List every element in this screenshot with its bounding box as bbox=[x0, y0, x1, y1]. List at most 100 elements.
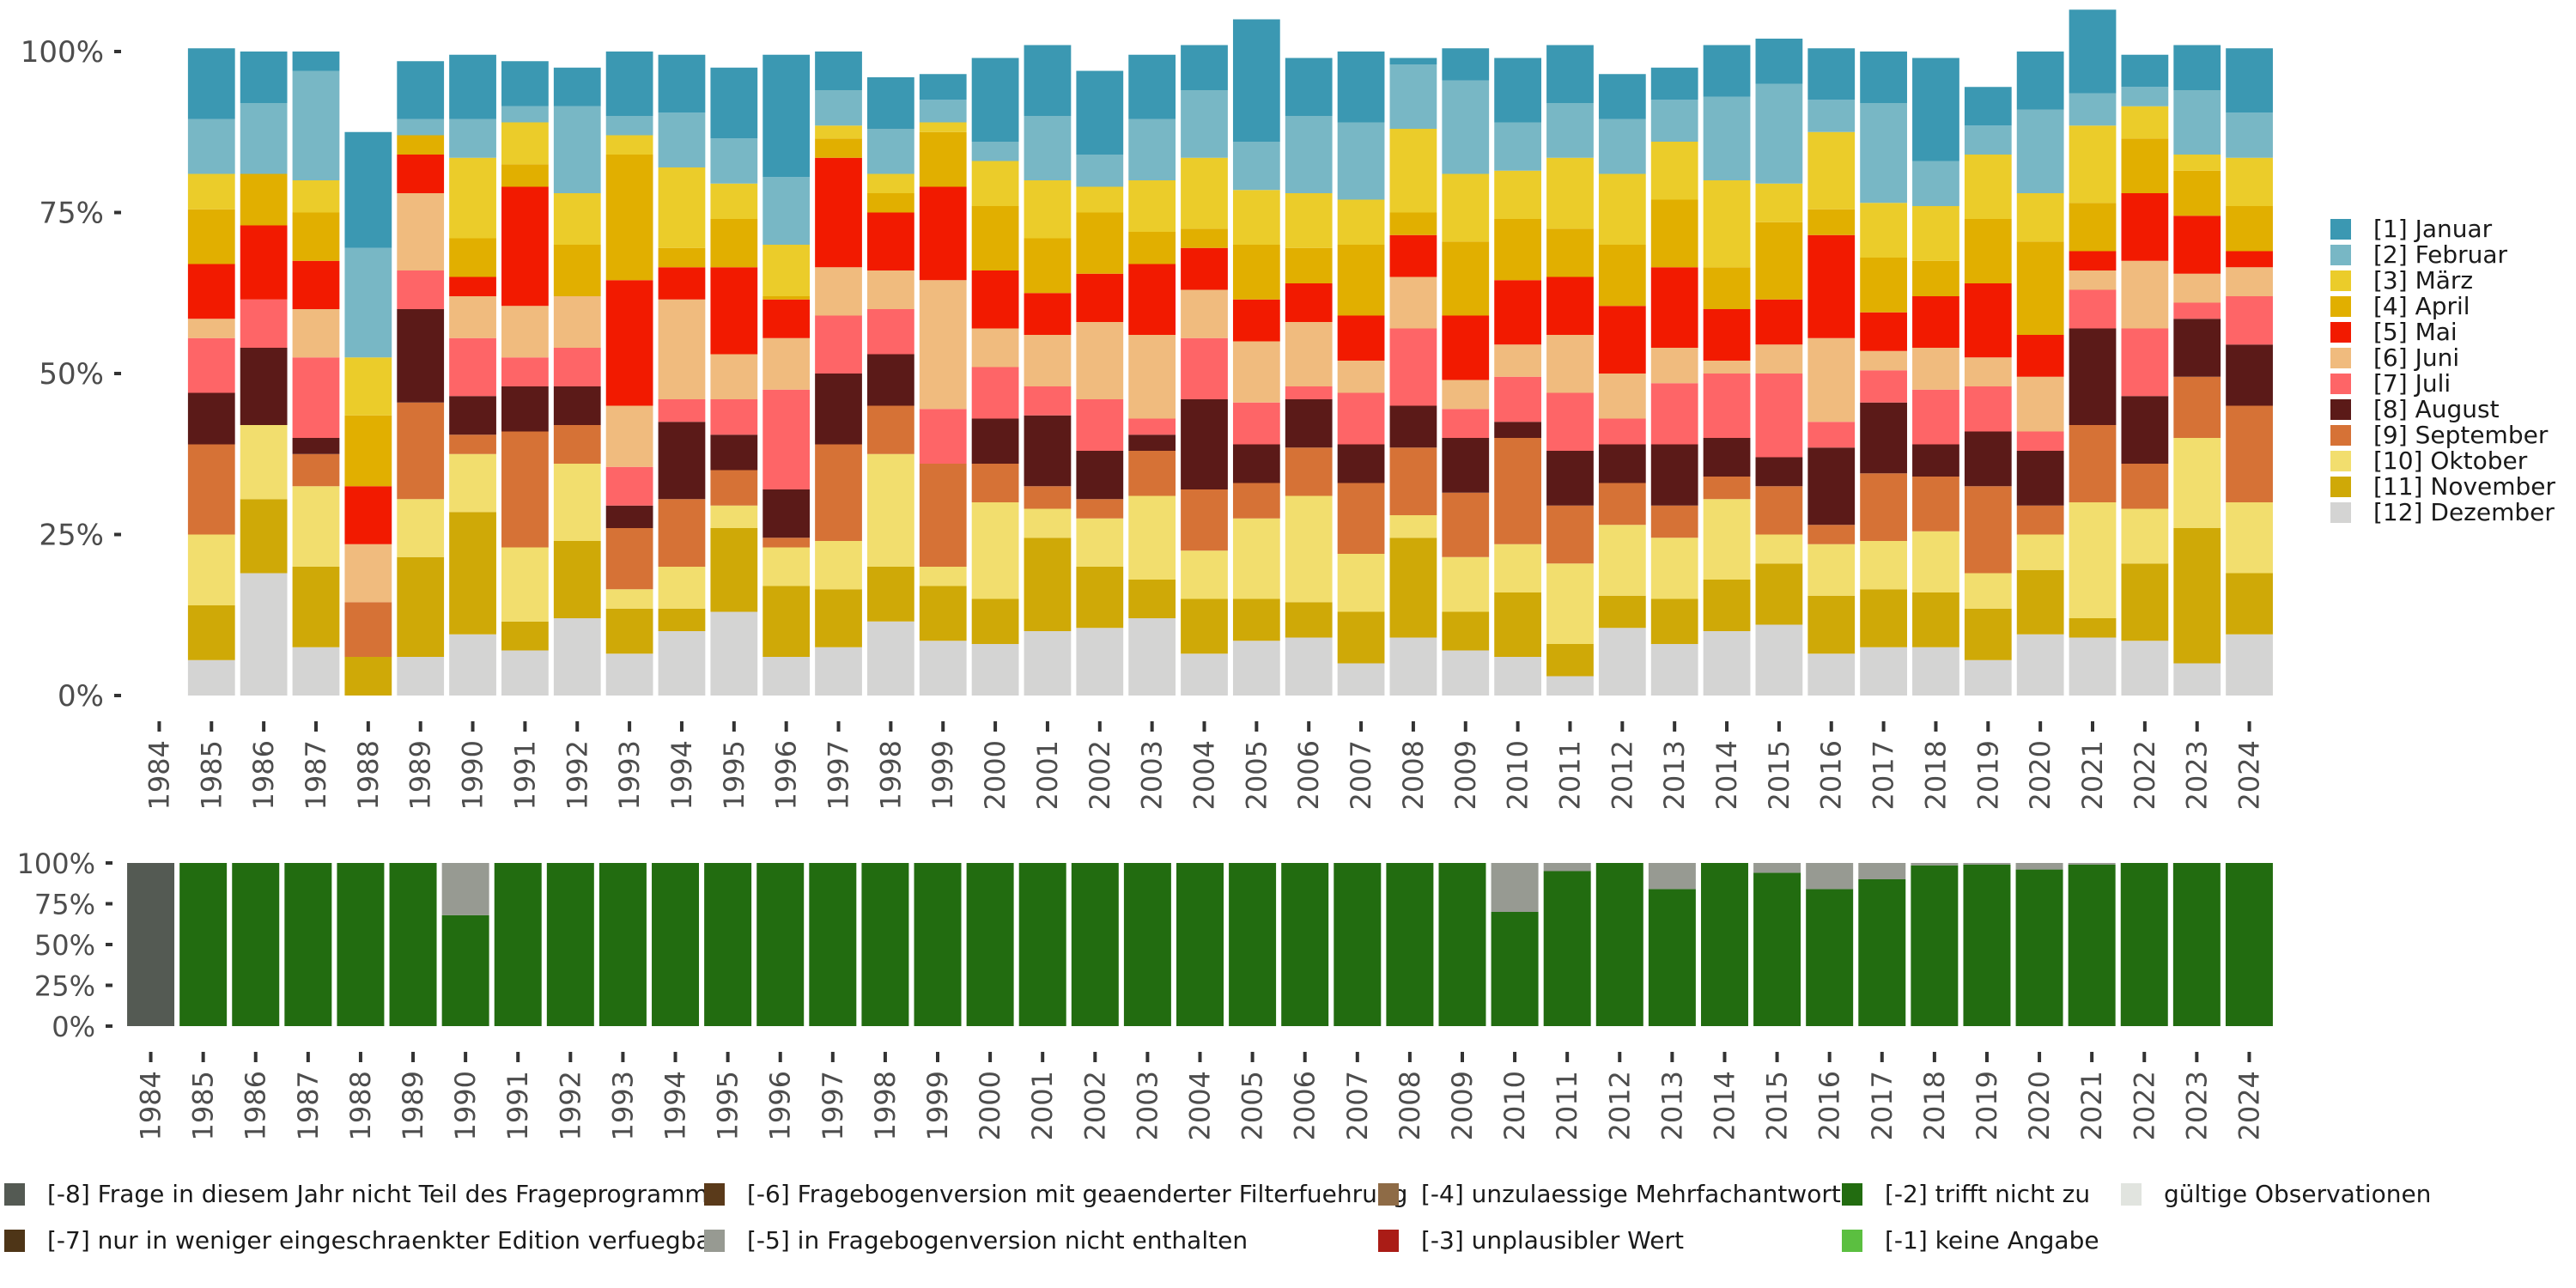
top-bar-segment bbox=[397, 499, 445, 557]
top-bar-segment bbox=[1546, 45, 1594, 103]
bottom-x-tick-label: 1996 bbox=[764, 1071, 797, 1140]
top-bar-segment bbox=[1181, 289, 1228, 338]
bottom-x-tick-label: 2021 bbox=[2075, 1071, 2108, 1140]
bottom-x-tick-label: 2024 bbox=[2233, 1071, 2265, 1140]
top-bar-segment bbox=[1650, 598, 1698, 644]
top-bar-segment bbox=[866, 212, 914, 270]
top-bar-segment bbox=[344, 131, 392, 248]
bottom-x-tick-label: 2001 bbox=[1026, 1071, 1059, 1140]
top-bar-segment bbox=[710, 138, 758, 184]
top-x-tick-label: 2002 bbox=[1084, 740, 1116, 810]
top-bar-segment bbox=[1598, 306, 1646, 374]
top-bar-segment bbox=[2121, 641, 2169, 696]
top-bar-segment bbox=[658, 299, 706, 399]
top-bar-segment bbox=[1442, 650, 1490, 696]
top-bar-segment bbox=[1807, 131, 1856, 210]
top-bar-segment bbox=[2121, 508, 2169, 564]
top-bar-segment bbox=[2226, 251, 2273, 268]
top-x-tick-label: 2005 bbox=[1240, 740, 1273, 810]
top-bar-segment bbox=[449, 296, 496, 338]
top-bar-segment bbox=[1076, 70, 1124, 155]
bottom-bar-segment bbox=[179, 863, 228, 1026]
bottom-x-tick-label: 2017 bbox=[1866, 1071, 1899, 1140]
top-bar-segment bbox=[762, 337, 811, 390]
bottom-bar-segment bbox=[1229, 863, 1277, 1026]
bottom-x-tick-label: 2005 bbox=[1236, 1071, 1269, 1140]
top-bar-segment bbox=[605, 653, 653, 696]
top-bar-segment bbox=[2173, 155, 2221, 171]
top-bar-segment bbox=[2226, 634, 2273, 696]
bottom-bar-segment bbox=[1963, 864, 2011, 1026]
top-bar-segment bbox=[187, 337, 235, 393]
top-bar-segment bbox=[397, 118, 445, 136]
legend-label: gültige Observationen bbox=[2164, 1180, 2431, 1208]
bottom-bar-segment bbox=[441, 863, 489, 915]
top-bar-segment bbox=[1860, 52, 1907, 103]
top-bar-segment bbox=[815, 315, 862, 374]
bottom-x-tick-label: 1993 bbox=[606, 1071, 639, 1140]
top-bar-segment bbox=[1650, 538, 1698, 599]
missing-codes-legend: [-8] Frage in diesem Jahr nicht Teil des… bbox=[4, 1180, 2431, 1255]
top-bar-segment bbox=[1389, 212, 1437, 235]
top-bar-segment bbox=[971, 418, 1019, 464]
top-x-tick-label: 1994 bbox=[665, 740, 698, 810]
top-bar-segment bbox=[2121, 106, 2169, 139]
top-bar-segment bbox=[1337, 52, 1385, 123]
top-bar-segment bbox=[1181, 598, 1228, 654]
bottom-x-tick-label: 1994 bbox=[659, 1071, 692, 1140]
top-bar-segment bbox=[1546, 103, 1594, 158]
top-bar-segment bbox=[292, 212, 340, 261]
top-bar-segment bbox=[2121, 54, 2169, 88]
top-bar-segment bbox=[1494, 170, 1542, 219]
bottom-bar-segment bbox=[1700, 863, 1748, 1026]
bottom-bar-segment bbox=[441, 914, 489, 1026]
legend-swatch bbox=[2330, 374, 2351, 394]
top-bar-segment bbox=[1860, 473, 1907, 541]
top-bar-segment bbox=[815, 90, 862, 126]
top-bar-segment bbox=[1024, 486, 1072, 509]
top-x-tick-label: 1986 bbox=[247, 740, 280, 810]
top-bar-segment bbox=[866, 309, 914, 355]
top-bar-segment bbox=[919, 100, 967, 123]
top-bar-segment bbox=[1076, 628, 1124, 696]
top-bar-segment bbox=[658, 567, 706, 609]
legend-label: [7] Juli bbox=[2373, 369, 2451, 398]
top-bar-segment bbox=[1598, 118, 1646, 174]
top-bar-segment bbox=[1755, 183, 1803, 222]
top-bar-segment bbox=[658, 422, 706, 500]
legend-label: [-3] unplausibler Wert bbox=[1421, 1226, 1684, 1255]
top-bar-segment bbox=[1546, 451, 1594, 506]
bottom-bar-segment bbox=[127, 863, 175, 1026]
top-bar-segment bbox=[815, 125, 862, 139]
top-bar-segment bbox=[762, 586, 811, 657]
top-bar-segment bbox=[1650, 142, 1698, 200]
top-bar-segment bbox=[397, 657, 445, 696]
top-bar-segment bbox=[1964, 87, 2012, 126]
top-bar-segment bbox=[2016, 431, 2064, 451]
top-x-tick-label: 1989 bbox=[404, 740, 437, 810]
top-x-tick-label: 2010 bbox=[1502, 740, 1534, 810]
top-bar-segment bbox=[2016, 193, 2064, 242]
top-bar-segment bbox=[1389, 328, 1437, 406]
top-y-tick-label: 75% bbox=[39, 197, 104, 231]
top-bar-segment bbox=[1912, 161, 1959, 206]
top-bar-segment bbox=[1128, 418, 1176, 435]
top-bar-segment bbox=[2016, 376, 2064, 432]
bottom-bar-segment bbox=[756, 863, 805, 1026]
top-bar-segment bbox=[971, 502, 1019, 599]
top-bar-segment bbox=[1860, 350, 1907, 371]
top-bar-segment bbox=[2016, 505, 2064, 535]
top-bar-segment bbox=[1024, 180, 1072, 239]
top-bar-segment bbox=[2016, 569, 2064, 635]
top-bar-segment bbox=[710, 611, 758, 696]
top-bar-segment bbox=[397, 135, 445, 155]
legend-label: [-1] keine Angabe bbox=[1885, 1226, 2099, 1255]
top-bar-segment bbox=[1860, 541, 1907, 590]
top-bar-segment bbox=[1442, 438, 1490, 493]
top-bar-segment bbox=[762, 538, 811, 548]
top-bar-segment bbox=[866, 77, 914, 129]
top-bar-segment bbox=[1337, 199, 1385, 245]
bottom-x-tick-label: 2020 bbox=[2023, 1071, 2056, 1140]
top-bar-segment bbox=[971, 270, 1019, 329]
